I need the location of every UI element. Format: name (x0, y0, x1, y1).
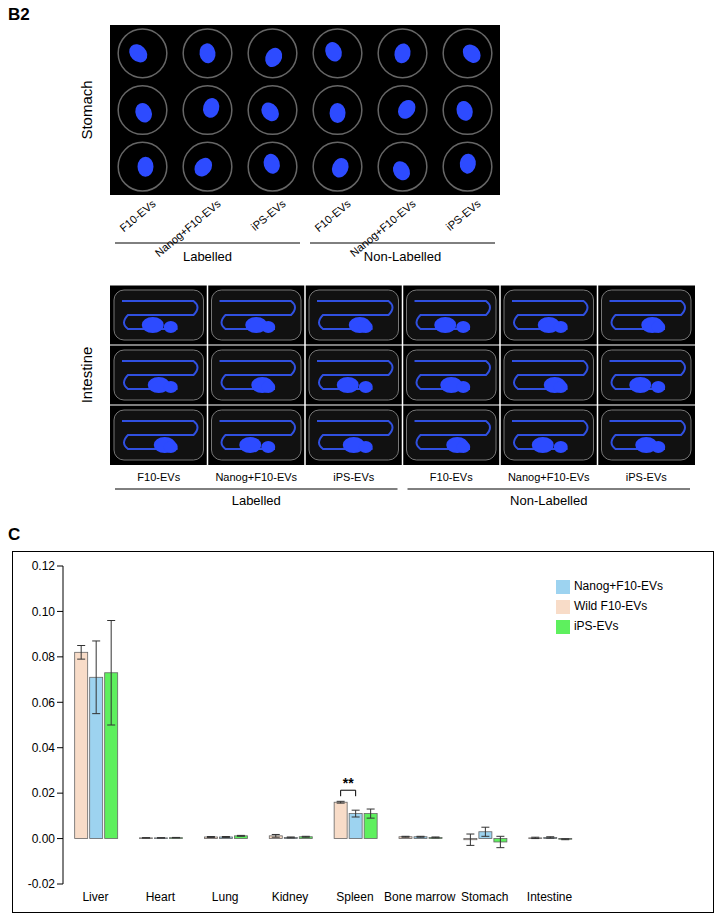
svg-text:Nanog+F10-EVs: Nanog+F10-EVs (347, 197, 418, 259)
svg-text:Labelled: Labelled (183, 249, 232, 264)
svg-text:iPS-EVs: iPS-EVs (626, 471, 667, 483)
svg-text:Heart: Heart (146, 890, 176, 904)
svg-text:Bone marrow: Bone marrow (384, 890, 456, 904)
svg-text:F10-EVs: F10-EVs (137, 471, 180, 483)
html-text:C: C (8, 525, 21, 544)
svg-text:Nanog+F10-EVs: Nanog+F10-EVs (215, 471, 297, 483)
svg-text:Non-Labelled: Non-Labelled (364, 249, 441, 264)
svg-text:F10-EVs: F10-EVs (312, 197, 353, 234)
svg-text:-0.02: -0.02 (28, 877, 56, 891)
html-text:Nanog+F10-EVs: Nanog+F10-EVs (573, 579, 663, 593)
html-text:Wild F10-EVs: Wild F10-EVs (573, 599, 648, 613)
html-text:iPS-EVs: iPS-EVs (573, 619, 619, 633)
svg-text:0.04: 0.04 (32, 741, 56, 755)
svg-text:Labelled: Labelled (232, 493, 281, 508)
svg-text:Nanog+F10-EVs: Nanog+F10-EVs (152, 197, 223, 259)
svg-text:Nanog+F10-EVs: Nanog+F10-EVs (508, 471, 590, 483)
svg-text:iPS-EVs: iPS-EVs (249, 197, 288, 233)
svg-text:F10-EVs: F10-EVs (430, 471, 473, 483)
svg-text:Intestine: Intestine (78, 347, 95, 404)
svg-text:**: ** (343, 775, 354, 791)
svg-text:Stomach: Stomach (461, 890, 508, 904)
svg-text:Non-Labelled: Non-Labelled (510, 493, 587, 508)
svg-text:B2: B2 (8, 5, 30, 24)
svg-text:F10-EVs: F10-EVs (117, 197, 158, 234)
svg-text:Intestine: Intestine (527, 890, 573, 904)
svg-text:0.08: 0.08 (32, 650, 56, 664)
svg-text:iPS-EVs: iPS-EVs (333, 471, 374, 483)
svg-text:0.12: 0.12 (32, 559, 56, 573)
svg-text:Stomach: Stomach (78, 80, 95, 139)
svg-text:Kidney: Kidney (272, 890, 309, 904)
svg-text:0.10: 0.10 (32, 605, 56, 619)
svg-text:iPS-EVs: iPS-EVs (444, 197, 483, 233)
svg-text:0.06: 0.06 (32, 696, 56, 710)
svg-text:0.02: 0.02 (32, 786, 56, 800)
svg-text:Liver: Liver (82, 890, 108, 904)
svg-text:Spleen: Spleen (336, 890, 373, 904)
svg-text:Lung: Lung (212, 890, 239, 904)
svg-text:0.00: 0.00 (32, 832, 56, 846)
